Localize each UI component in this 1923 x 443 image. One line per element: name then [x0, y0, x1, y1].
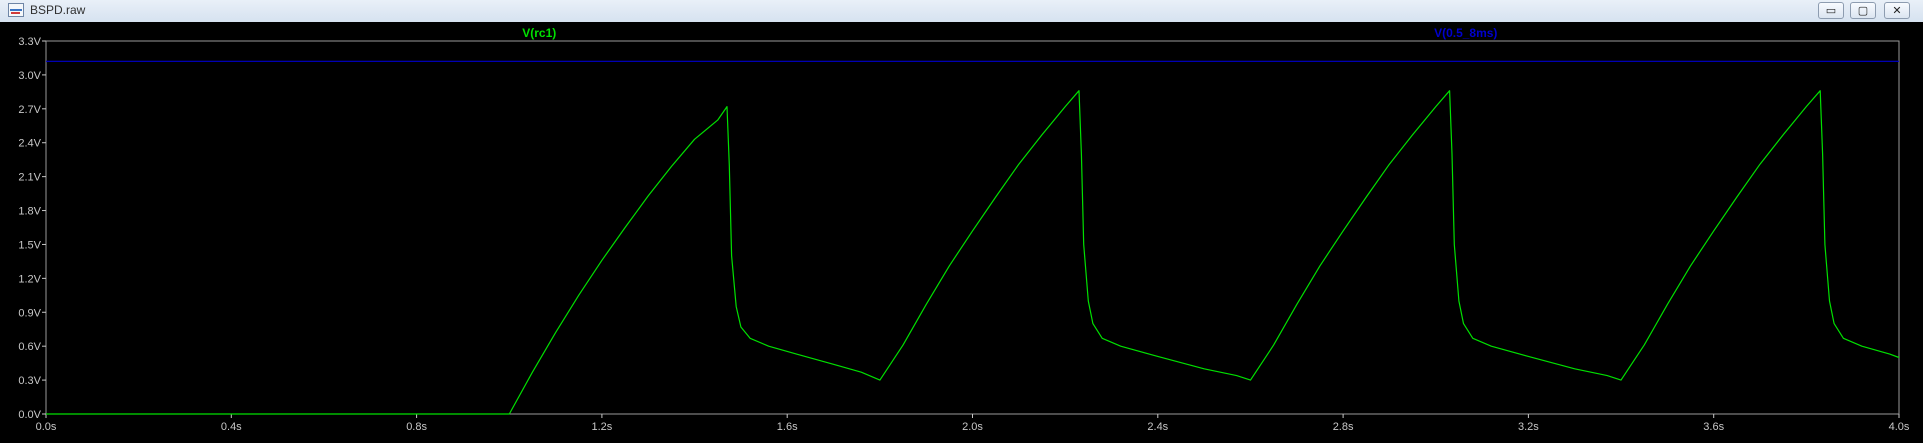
y-tick-label: 3.3V	[18, 36, 41, 48]
plot-frame	[45, 40, 1900, 415]
y-tick-label: 1.8V	[18, 206, 41, 218]
x-tick-label: 3.6s	[1703, 421, 1724, 433]
y-tick-label: 3.0V	[18, 70, 41, 82]
window-title: BSPD.raw	[30, 3, 86, 17]
waveform-app-icon	[8, 3, 24, 17]
y-tick-label: 2.4V	[18, 138, 41, 150]
x-tick-label: 0.8s	[406, 421, 427, 433]
y-tick-label: 0.9V	[18, 307, 41, 319]
x-tick-label: 3.2s	[1518, 421, 1539, 433]
minimize-button[interactable]: ▭	[1818, 2, 1844, 19]
x-tick-label: 1.6s	[777, 421, 798, 433]
y-tick-label: 1.5V	[18, 239, 41, 251]
trace-label[interactable]: V(0.5_8ms)	[1434, 26, 1497, 40]
trace-label[interactable]: V(rc1)	[522, 26, 556, 40]
y-tick-label: 0.6V	[18, 341, 41, 353]
y-tick-label: 0.3V	[18, 375, 41, 387]
maximize-button[interactable]: ▢	[1850, 2, 1876, 19]
x-tick-label: 2.0s	[962, 421, 983, 433]
waveform-chart[interactable]: 0.0V 0.3V 0.6V 0.9V 1.2V 1.5V 1.8V 2.1V 2.4V 2.7V…	[0, 22, 1923, 443]
x-tick-label: 2.4s	[1147, 421, 1168, 433]
close-button[interactable]: ✕	[1884, 2, 1910, 19]
x-tick-label: 4.0s	[1889, 421, 1910, 433]
waveform-plot-area[interactable]: 0.0V 0.3V 0.6V 0.9V 1.2V 1.5V 1.8V 2.1V 2.4V 2.7V…	[0, 22, 1923, 443]
x-tick-label: 0.0s	[36, 421, 57, 433]
y-tick-label: 2.1V	[18, 172, 41, 184]
series-line-v-rc1-	[46, 90, 1900, 415]
y-tick-label: 1.2V	[18, 273, 41, 285]
window-titlebar: BSPD.raw ▭ ▢ ✕	[0, 0, 1923, 23]
y-tick-label: 2.7V	[18, 104, 41, 116]
y-tick-label: 0.0V	[18, 409, 41, 421]
x-tick-label: 0.4s	[221, 421, 242, 433]
x-tick-label: 1.2s	[592, 421, 613, 433]
x-tick-label: 2.8s	[1333, 421, 1354, 433]
